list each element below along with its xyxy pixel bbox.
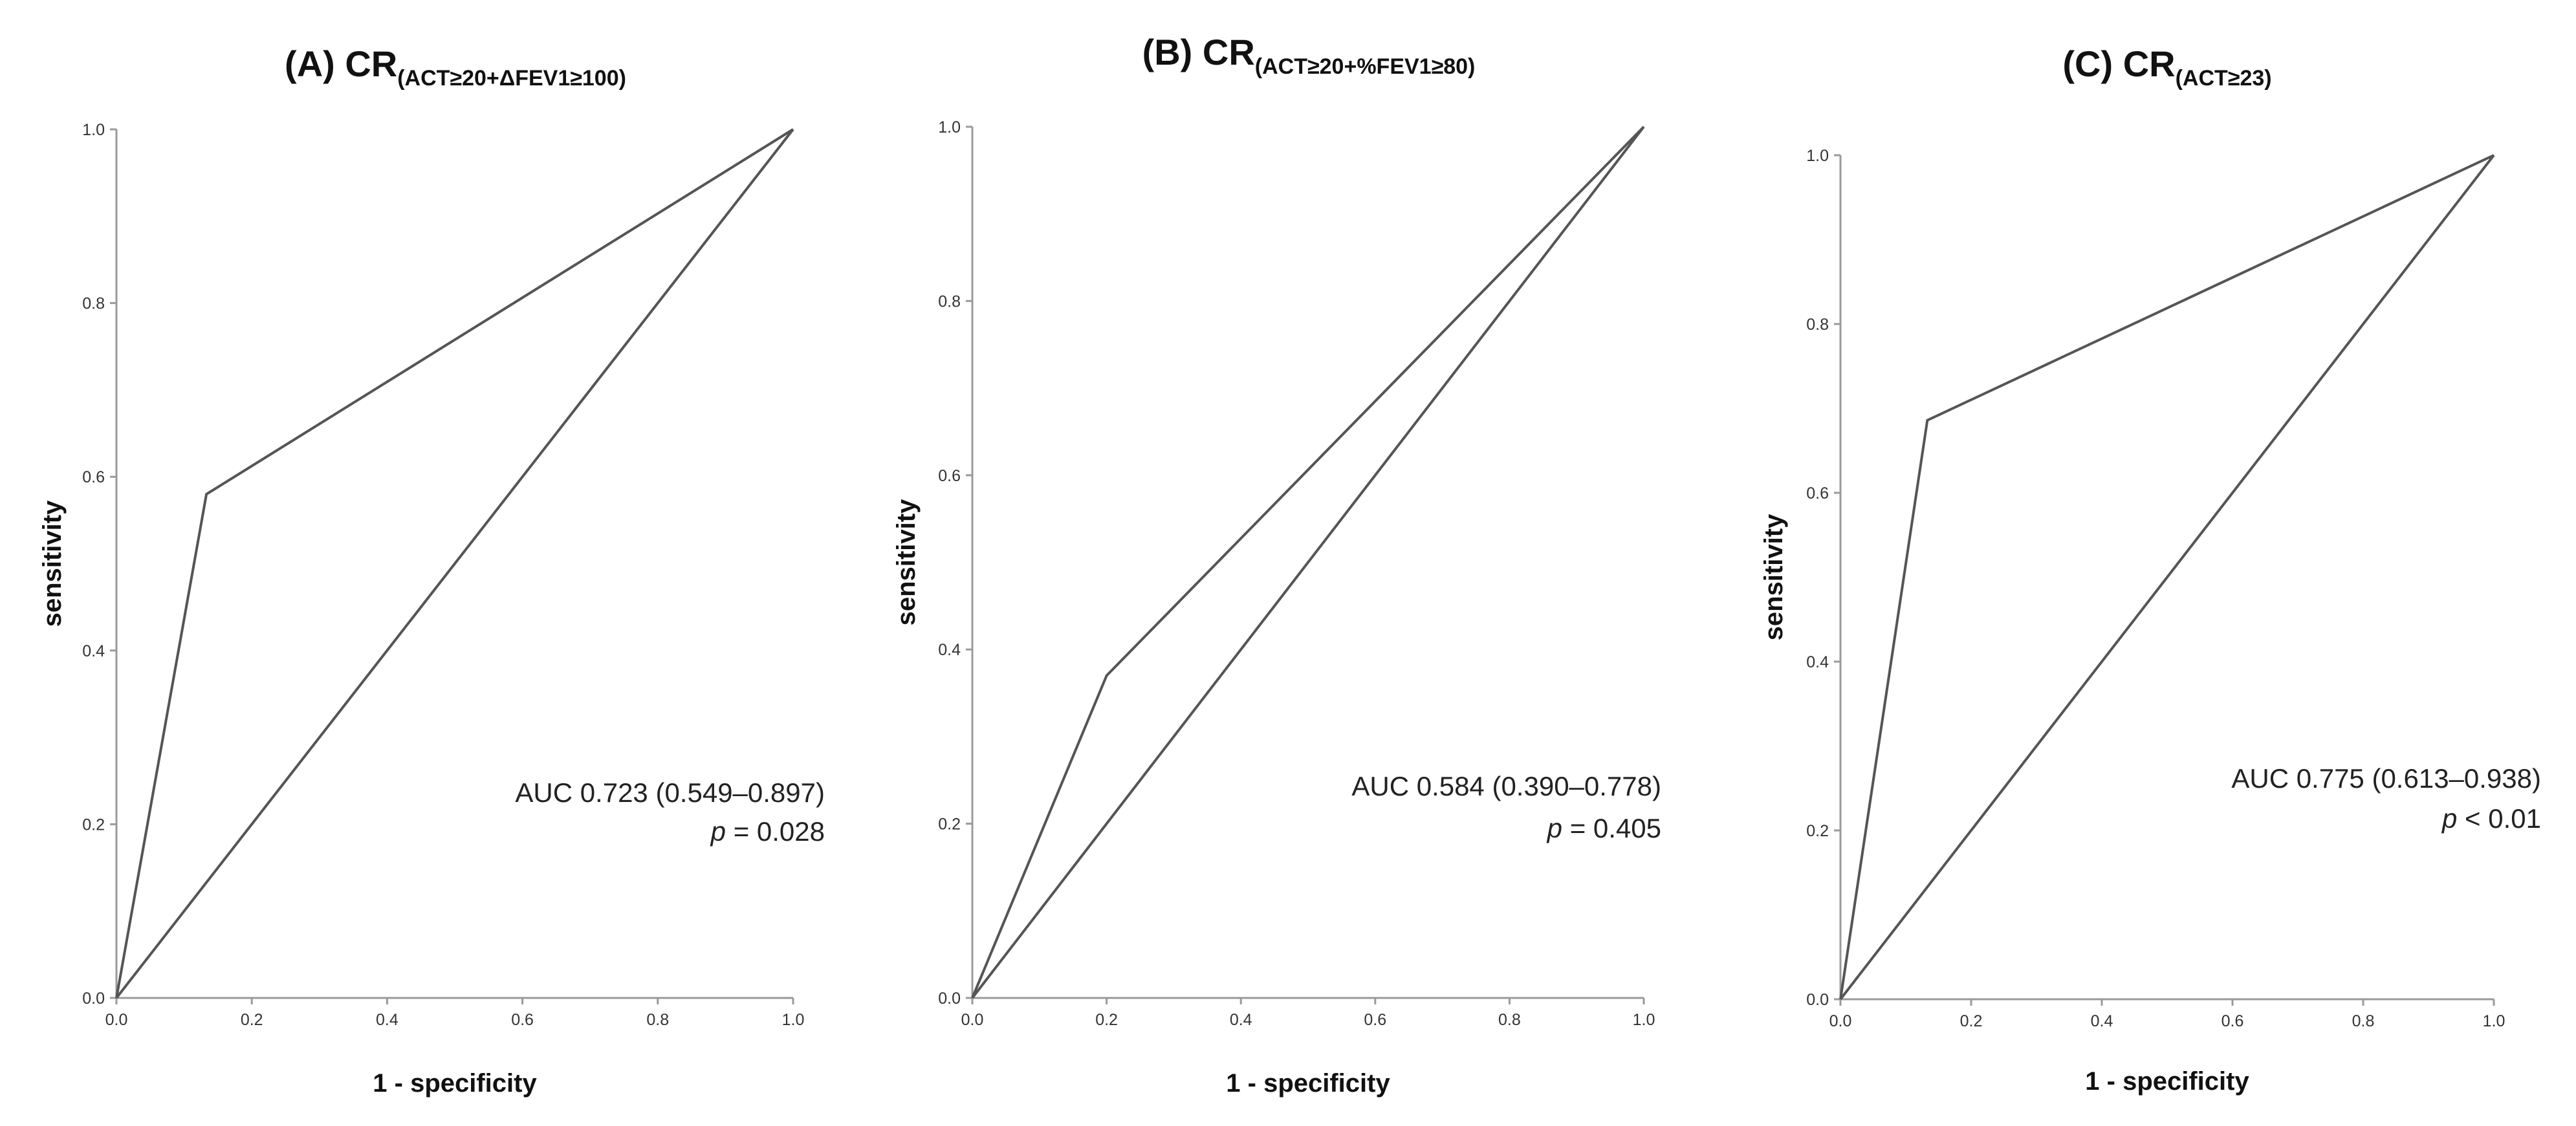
chart-b-x-tick-label: 1.0	[1633, 1011, 1655, 1029]
chart-a-x-tick-label: 0.0	[105, 1011, 128, 1029]
chart-a-y-tick-label: 0.8	[82, 295, 105, 313]
chart-c-y-tick-label: 0.8	[1806, 316, 1829, 334]
chart-c-x-axis-title: 1 - specificity	[2085, 1067, 2249, 1096]
chart-c-x-tick-label: 0.6	[2221, 1012, 2244, 1030]
chart-a-title-subscript: (ACT≥20+ΔFEV1≥100)	[397, 66, 626, 91]
chart-c-p-symbol: p	[2441, 803, 2457, 834]
chart-a-p-value-text: = 0.028	[726, 816, 825, 847]
chart-c-y-tick-label: 0.2	[1806, 822, 1829, 840]
chart-b-y-tick-label: 0.0	[938, 990, 961, 1008]
chart-c-y-tick-label: 0.6	[1806, 484, 1829, 503]
chart-a-x-tick-label: 0.2	[241, 1011, 263, 1029]
chart-c-title-subscript: (ACT≥23)	[2176, 66, 2272, 91]
chart-c-x-tick-label: 0.2	[1960, 1012, 1983, 1030]
chart-c-y-tick-label: 1.0	[1806, 147, 1829, 165]
chart-b-y-tick-label: 0.4	[938, 641, 961, 659]
chart-b-x-axis-title: 1 - specificity	[1226, 1069, 1390, 1098]
chart-b-p-value: p = 0.405	[1546, 813, 1661, 843]
chart-c: (C) CR(ACT≥23) 0.00.0 0.2 0.2 0.4 0.4 0.6 0.6 0.…	[1760, 43, 2541, 1096]
chart-b-p-value-text: = 0.405	[1562, 813, 1661, 843]
chart-b-y-axis-title: sensitivity	[892, 499, 921, 625]
chart-a-x-tick-label: 0.6	[511, 1011, 534, 1029]
chart-c-x-tick-label: 0.8	[2352, 1012, 2375, 1030]
chart-a-x-axis-title: 1 - specificity	[373, 1069, 537, 1098]
chart-c-x-tick-label: 1.0	[2483, 1012, 2505, 1030]
chart-b-x-tick-label: 0.4	[1230, 1011, 1252, 1029]
chart-a: (A) CR(ACT≥20+ΔFEV1≥100) 0.00.0 0.2 0.2 0.4 0…	[38, 43, 825, 1098]
chart-a-x-tick-label: 1.0	[782, 1011, 805, 1029]
chart-a-title-main: (A) CR	[285, 43, 397, 84]
chart-b-y-tick-label: 0.6	[938, 467, 961, 485]
chart-c-title: (C) CR(ACT≥23)	[2062, 43, 2271, 91]
chart-c-auc-annotation: AUC 0.775 (0.613–0.938)	[2231, 763, 2541, 794]
chart-c-roc-curve	[1839, 154, 2494, 1000]
chart-c-x-tick-label: 0.4	[2091, 1012, 2113, 1030]
chart-b: (B) CR(ACT≥20+%FEV1≥80) 0.00.0 0.2 0.2 0.4 0.…	[892, 32, 1661, 1098]
chart-a-roc-curve	[115, 128, 794, 999]
chart-a-reference-line	[115, 128, 794, 999]
chart-a-x-tick-label: 0.4	[376, 1011, 398, 1029]
chart-a-y-tick-label: 0.6	[82, 468, 105, 486]
chart-b-title-main: (B) CR	[1142, 32, 1255, 72]
chart-a-p-value: p = 0.028	[710, 816, 825, 847]
chart-a-y-tick-label: 0.4	[82, 642, 105, 660]
chart-c-y-axis-title: sensitivity	[1760, 514, 1788, 640]
chart-b-auc-annotation: AUC 0.584 (0.390–0.778)	[1351, 771, 1661, 801]
chart-b-x-tick-label: 0.0	[961, 1011, 984, 1029]
chart-c-title-main: (C) CR	[2062, 43, 2175, 84]
chart-b-y-tick-label: 1.0	[938, 118, 961, 136]
chart-c-reference-line	[1839, 154, 2495, 1001]
chart-a-y-axis-title: sensitivity	[38, 500, 67, 627]
chart-b-x-tick-label: 0.6	[1364, 1011, 1386, 1029]
chart-c-y-tick-label: 0.0	[1806, 991, 1829, 1009]
chart-c-y-tick-label: 0.4	[1806, 653, 1829, 671]
chart-b-x-tick-label: 0.8	[1498, 1011, 1521, 1029]
chart-b-x-tick-label: 0.2	[1095, 1011, 1118, 1029]
chart-c-x-tick-label: 0.0	[1829, 1012, 1852, 1030]
chart-a-y-tick-label: 0.0	[82, 990, 105, 1008]
chart-a-x-tick-label: 0.8	[646, 1011, 669, 1029]
chart-b-p-symbol: p	[1546, 813, 1562, 843]
chart-b-title: (B) CR(ACT≥20+%FEV1≥80)	[1142, 32, 1476, 79]
chart-a-y-tick-label: 1.0	[82, 121, 105, 139]
chart-b-y-tick-label: 0.8	[938, 292, 961, 310]
chart-b-y-tick-label: 0.2	[938, 816, 961, 834]
chart-a-auc-annotation: AUC 0.723 (0.549–0.897)	[515, 777, 825, 808]
chart-c-p-value: p < 0.01	[2441, 803, 2541, 834]
chart-b-title-subscript: (ACT≥20+%FEV1≥80)	[1255, 54, 1476, 79]
chart-b-reference-line	[971, 125, 1645, 999]
chart-b-roc-curve	[971, 125, 1645, 999]
chart-a-p-symbol: p	[710, 816, 726, 847]
chart-a-y-tick-label: 0.2	[82, 816, 105, 834]
chart-a-title: (A) CR(ACT≥20+ΔFEV1≥100)	[285, 43, 626, 91]
chart-c-p-value-text: < 0.01	[2457, 803, 2541, 834]
